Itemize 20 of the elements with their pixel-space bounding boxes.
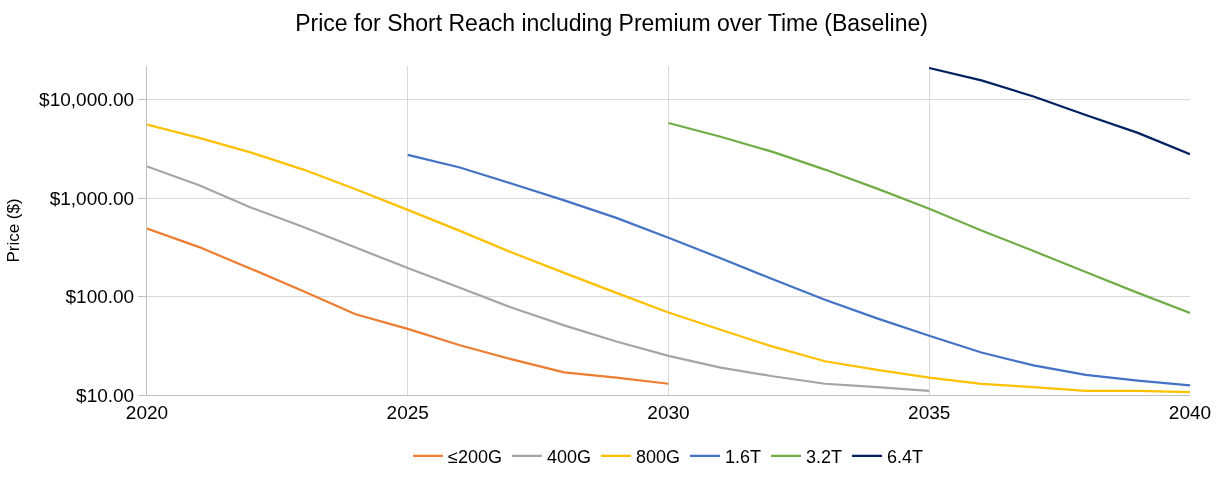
y-tick-label: $10,000.00 [39, 89, 135, 111]
line-series [147, 227, 670, 385]
y-tick-label: $100.00 [65, 286, 135, 308]
legend-label: 400G [546, 446, 591, 467]
legend-label: 1.6T [725, 446, 762, 467]
line-series [667, 121, 1190, 315]
legend-label: ≤200G [448, 446, 502, 467]
x-tick-label: 2025 [386, 401, 429, 423]
y-tick-label: $1,000.00 [49, 187, 135, 209]
line-series [406, 153, 1190, 387]
x-tick-label: 2030 [647, 401, 690, 423]
legend-label: 3.2T [806, 446, 843, 467]
x-tick-label: 2035 [908, 401, 951, 423]
line-series [928, 66, 1190, 156]
chart-title: Price for Short Reach including Premium over Time (Baseline) [295, 9, 928, 36]
x-tick-label: 2040 [1168, 401, 1212, 423]
line-series [147, 165, 931, 393]
legend-label: 6.4T [887, 446, 924, 467]
y-axis-title: Price ($) [3, 198, 23, 263]
legend-label: 800G [635, 446, 681, 467]
